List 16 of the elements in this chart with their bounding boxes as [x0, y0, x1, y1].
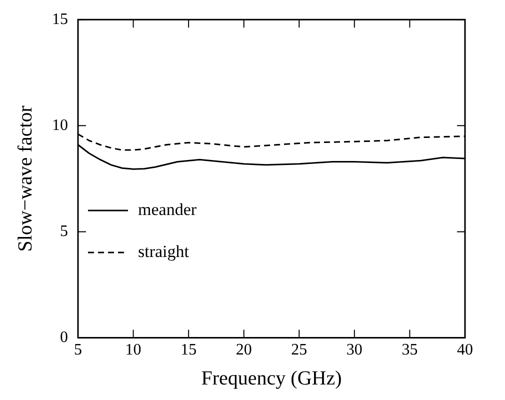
- x-tick-label: 30: [346, 342, 362, 359]
- x-tick-label: 5: [74, 342, 82, 359]
- y-axis-title: Slow−wave factor: [14, 105, 36, 252]
- legend-label: straight: [138, 242, 190, 261]
- x-tick-label: 35: [402, 342, 418, 359]
- y-tick-label: 0: [60, 329, 68, 346]
- x-tick-label: 40: [457, 342, 473, 359]
- x-tick-label: 20: [236, 342, 252, 359]
- x-tick-label: 10: [125, 342, 142, 359]
- legend-label: meander: [138, 200, 197, 219]
- y-tick-label: 15: [52, 10, 68, 28]
- y-tick-label: 5: [60, 222, 68, 240]
- y-tick-label: 10: [52, 116, 68, 134]
- x-tick-label: 15: [180, 342, 197, 359]
- x-tick-label: 25: [291, 342, 308, 359]
- x-axis-title: Frequency (GHz): [201, 367, 342, 390]
